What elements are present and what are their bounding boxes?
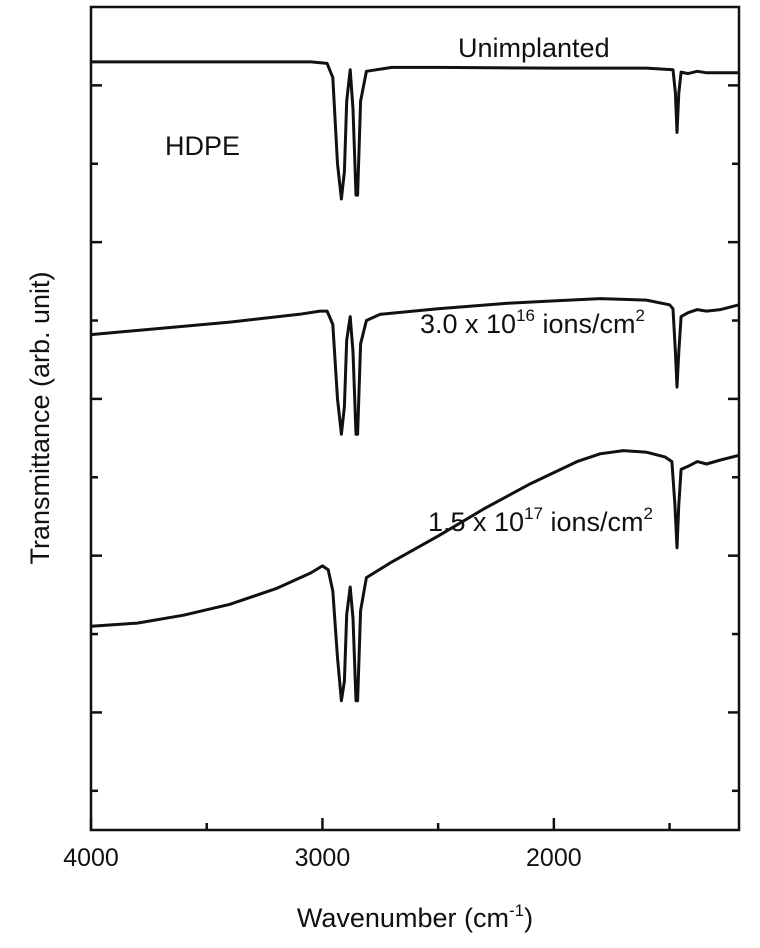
x-tick-label: 4000 <box>63 844 119 872</box>
series-label-1.5e17: 1.5 x 1017 ions/cm2 <box>428 504 653 537</box>
x-tick-label: 3000 <box>295 844 351 872</box>
series-line-0 <box>91 60 739 201</box>
y-axis-ticks <box>91 84 739 793</box>
x-axis-label: Wavenumber (cm-1) <box>297 901 533 933</box>
series-layer <box>90 60 740 703</box>
series-label-3e16: 3.0 x 1016 ions/cm2 <box>420 306 645 339</box>
plot-frame <box>89 5 741 832</box>
panel-label: HDPE <box>165 131 240 161</box>
y-axis-label: Transmittance (arb. unit) <box>25 271 55 564</box>
x-tick-label: 2000 <box>526 844 582 872</box>
x-axis-ticks: 4000 3000 2000 <box>63 818 671 872</box>
series-label-unimplanted: Unimplanted <box>458 33 610 63</box>
series-line-1 <box>90 297 740 436</box>
series-line-2 <box>90 449 740 703</box>
